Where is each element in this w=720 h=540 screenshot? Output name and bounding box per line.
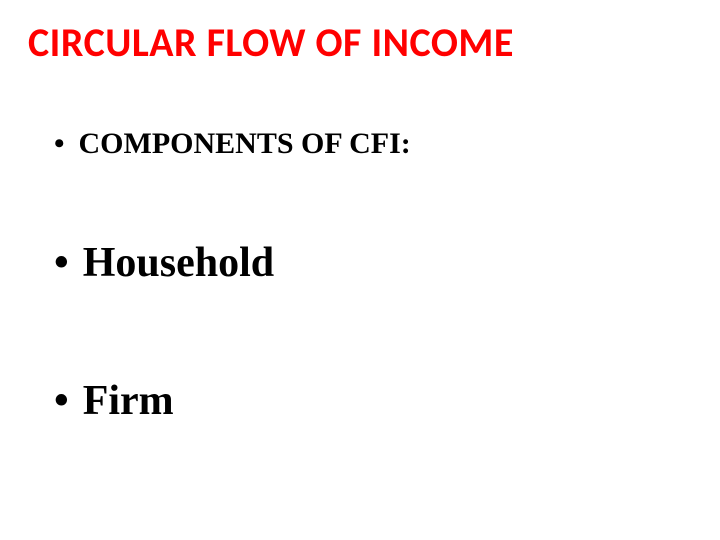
bullet-icon: • bbox=[54, 239, 69, 287]
bullet-icon: • bbox=[54, 127, 65, 161]
list-item: • Household bbox=[54, 239, 692, 287]
subheading-row: • COMPONENTS OF CFI: bbox=[54, 127, 692, 161]
subheading-text: COMPONENTS OF CFI: bbox=[79, 127, 411, 161]
list-item: • Firm bbox=[54, 377, 692, 425]
slide-title: CIRCULAR FLOW OF INCOME bbox=[28, 18, 692, 67]
bullet-icon: • bbox=[54, 377, 69, 425]
list-item-label: Firm bbox=[83, 377, 174, 425]
list-item-label: Household bbox=[83, 239, 274, 287]
